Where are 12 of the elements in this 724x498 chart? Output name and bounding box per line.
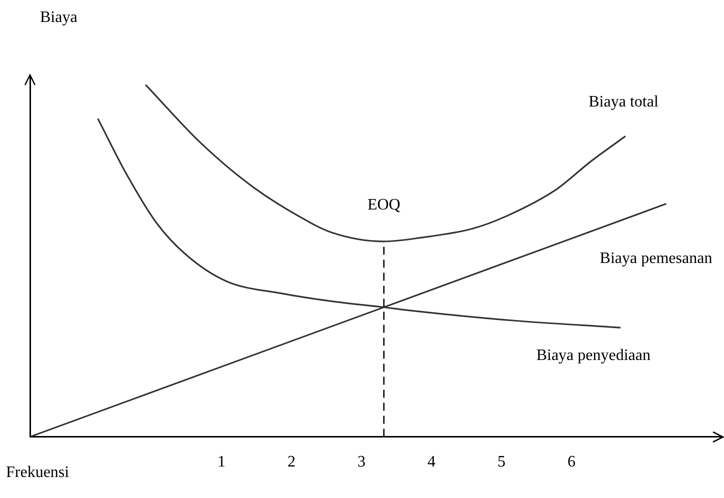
x-tick-label: 3 (357, 454, 366, 471)
ref-line-label: EOQ (367, 196, 401, 214)
x-tick-label: 2 (287, 454, 296, 471)
series-label: Biaya penyediaan (536, 346, 650, 364)
x-tick-label: 5 (497, 454, 506, 471)
x-axis-title: Frekuensi (6, 464, 70, 482)
x-tick-label: 1 (217, 454, 226, 471)
series-label: Biaya pemesanan (600, 250, 712, 267)
x-tick-label: 4 (427, 454, 436, 471)
y-axis-title: Biaya (40, 9, 78, 26)
x-tick-label: 6 (567, 454, 576, 471)
text: Biaya total (588, 93, 659, 110)
